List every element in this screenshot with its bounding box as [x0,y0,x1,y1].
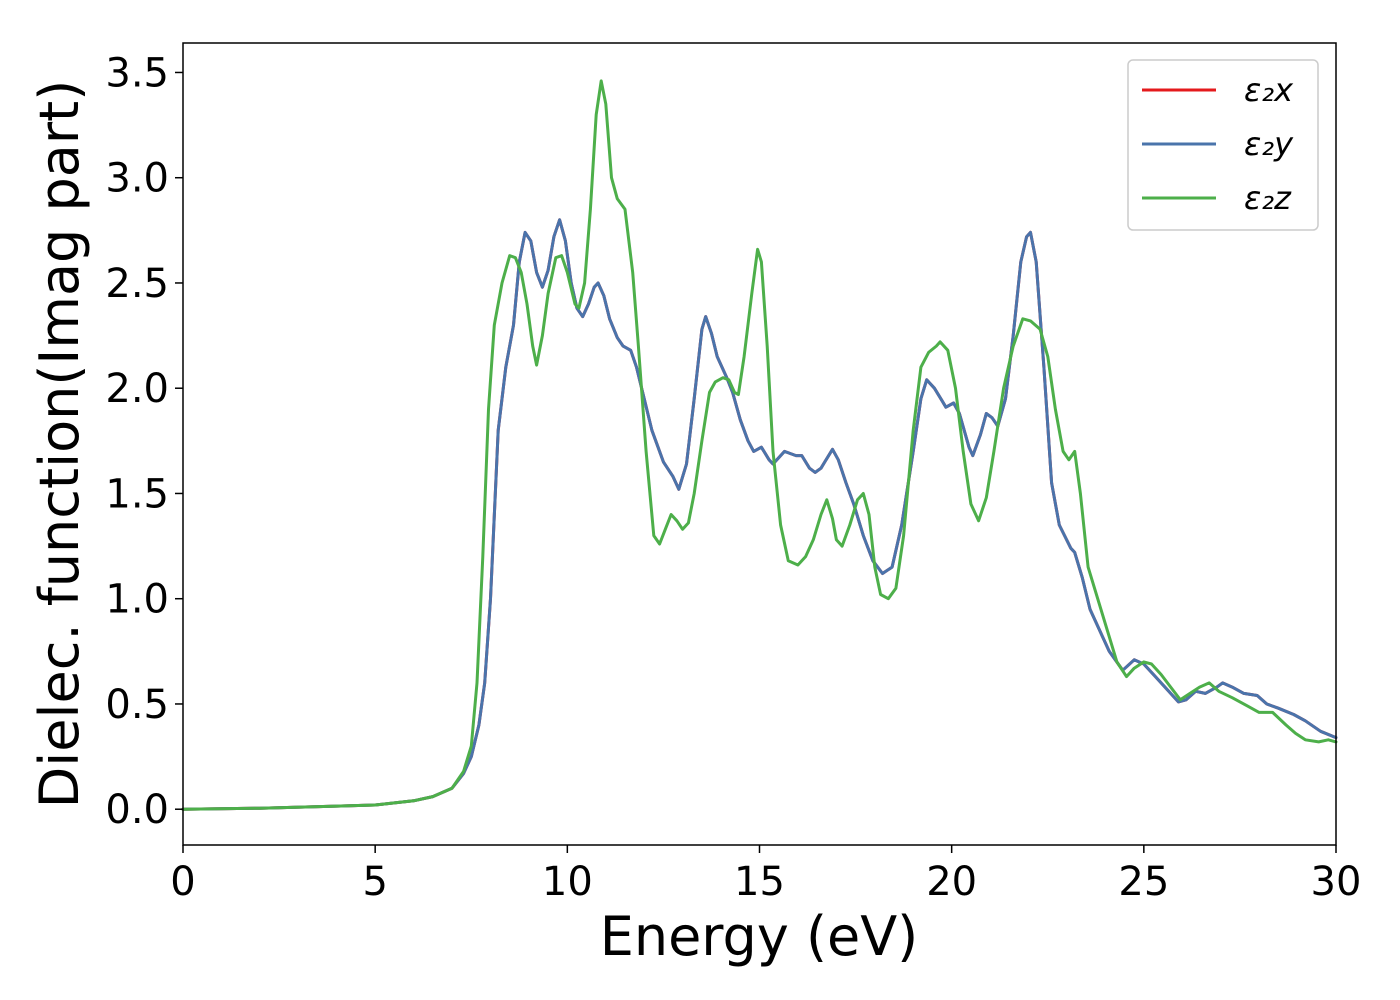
x-axis-title: Energy (eV) [600,905,919,968]
y-axis: 0.0 0.5 1.0 1.5 2.0 2.5 3.0 3.5 [105,50,183,833]
x-tick-label: 10 [542,859,593,905]
y-tick-label: 3.5 [105,50,169,96]
series-layer [181,79,1338,811]
y-tick-label: 2.5 [105,261,169,307]
y-tick-label: 0.0 [105,787,169,833]
y-tick-label: 2.0 [105,366,169,412]
y-tick-label: 1.5 [105,471,169,517]
x-tick-label: 20 [926,859,977,905]
y-tick-label: 0.5 [105,682,169,728]
x-axis: 0 5 10 15 20 25 30 [170,845,1361,905]
x-tick-label: 15 [734,859,785,905]
x-tick-label: 30 [1311,859,1362,905]
y-tick-label: 1.0 [105,577,169,623]
x-tick-label: 5 [362,859,387,905]
series-line-y [181,218,1338,811]
y-axis-title: Dielec. function(Imag part) [28,80,91,809]
legend-label-z: ε₂z [1244,179,1292,217]
legend-label-x: ε₂x [1244,71,1294,109]
legend-label-y: ε₂y [1244,125,1294,163]
series-line-z [181,79,1338,811]
x-tick-label: 0 [170,859,195,905]
x-tick-label: 25 [1118,859,1169,905]
legend-box [1127,59,1319,231]
y-tick-label: 3.0 [105,156,169,202]
legend: ε₂x ε₂y ε₂z [1127,59,1319,231]
